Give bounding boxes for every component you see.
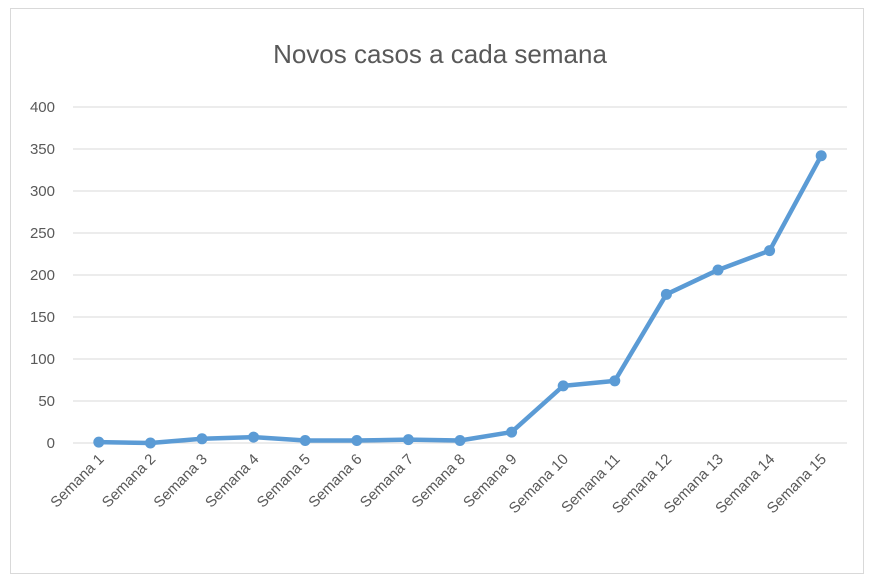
y-tick-label: 400 [30, 99, 55, 116]
data-point-5 [299, 434, 311, 446]
y-tick-label: 350 [30, 141, 55, 158]
y-axis-labels: 0 50 100 150 200 250 300 350 400 [30, 99, 55, 452]
data-point-13 [712, 264, 724, 276]
data-point-4 [248, 431, 260, 443]
gridlines [73, 106, 847, 444]
data-point-9 [506, 426, 518, 438]
x-tick-label: Semana 7 [357, 451, 417, 511]
data-point-1 [93, 436, 105, 448]
data-point-15 [815, 150, 827, 162]
x-tick-label: Semana 1 [47, 451, 107, 511]
data-point-8 [454, 434, 466, 446]
y-tick-label: 250 [30, 225, 55, 242]
y-tick-label: 200 [30, 267, 55, 284]
x-tick-label: Semana 8 [408, 451, 468, 511]
y-tick-label: 300 [30, 183, 55, 200]
data-point-14 [764, 245, 776, 257]
chart-title: Novos casos a cada semana [273, 39, 607, 69]
x-tick-label: Semana 3 [150, 451, 210, 511]
data-point-10 [557, 380, 569, 392]
data-point-12 [660, 288, 672, 300]
data-point-6 [351, 434, 363, 446]
data-point-2 [144, 437, 156, 449]
x-tick-label: Semana 4 [202, 451, 262, 511]
y-tick-label: 0 [47, 435, 55, 452]
x-tick-label: Semana 2 [99, 451, 159, 511]
y-tick-label: 150 [30, 309, 55, 326]
x-tick-label: Semana 6 [305, 451, 365, 511]
x-tick-label: Semana 5 [254, 451, 314, 511]
data-point-7 [402, 434, 414, 446]
chart-frame [10, 8, 864, 574]
data-point-3 [196, 433, 208, 445]
y-tick-label: 50 [38, 393, 55, 410]
series-line [96, 153, 824, 446]
y-tick-label: 100 [30, 351, 55, 368]
data-point-11 [609, 375, 621, 387]
series-layer [93, 150, 827, 449]
